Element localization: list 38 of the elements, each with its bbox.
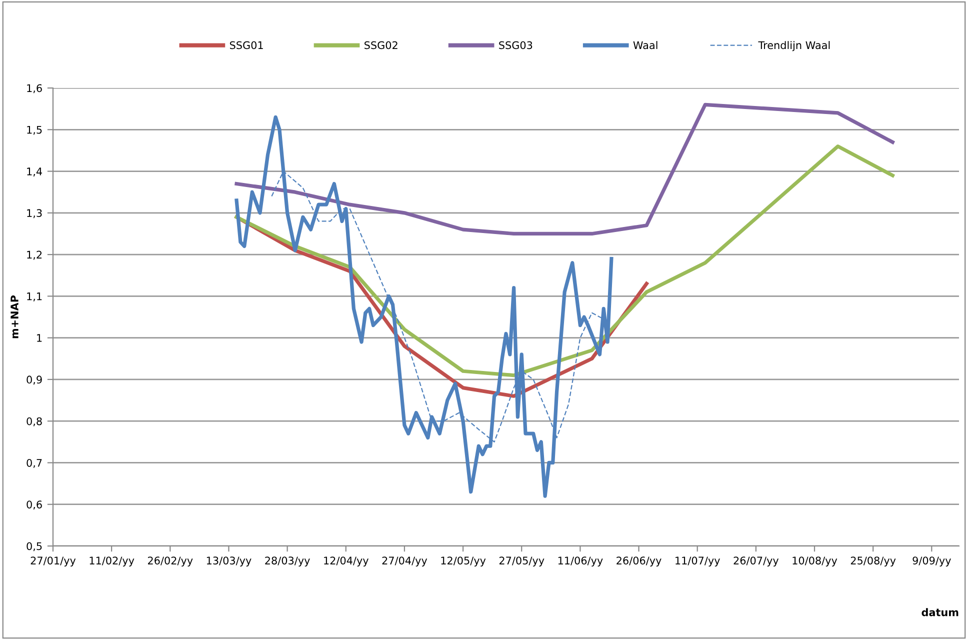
y-tick-label: 1,4 xyxy=(27,168,42,176)
x-tick-label: 28/03/yy xyxy=(265,556,310,566)
y-tick-label: 1 xyxy=(37,334,42,342)
y-tick-label: 1,6 xyxy=(27,84,42,94)
x-tick-label: 27/01/yy xyxy=(30,556,76,566)
y-tick-label: 0,8 xyxy=(26,417,42,426)
x-tick-label: 11/07/yy xyxy=(676,556,720,566)
x-tick-label: 26/06/yy xyxy=(616,556,662,566)
y-tick-label: 1,1 xyxy=(27,292,42,302)
x-tick-label: 11/06/yy xyxy=(558,556,603,566)
x-tick-label: 26/07/yy xyxy=(734,556,779,566)
y-tick-label: 0,6 xyxy=(26,500,42,510)
x-tick-label: 11/02/yy xyxy=(90,556,134,566)
x-tick-label: 10/08/yy xyxy=(792,556,838,566)
y-axis-title: m+NAP xyxy=(10,295,18,338)
x-tick-label: 27/04/yy xyxy=(382,556,428,566)
x-tick-label: 12/04/yy xyxy=(324,556,369,566)
line-series xyxy=(234,102,894,236)
x-axis-title: datum xyxy=(922,608,958,616)
x-tick-label: 13/03/yy xyxy=(206,556,252,566)
x-tick-label: 9/09/yy xyxy=(912,556,951,566)
legend-label: SSG02 xyxy=(364,41,398,50)
legend-label: Trendlijn Waal xyxy=(758,41,830,52)
x-tick-label: 12/05/yy xyxy=(441,556,486,566)
legend-label: SSG01 xyxy=(230,41,263,50)
legend-label: Waal xyxy=(633,41,658,50)
y-tick-label: 0,5 xyxy=(26,542,42,552)
y-tick-label: 0,7 xyxy=(26,458,42,468)
y-tick-label: 1,2 xyxy=(27,250,42,260)
x-tick-label: 26/02/yy xyxy=(148,556,193,566)
y-tick-label: 0,9 xyxy=(26,376,42,385)
line-series xyxy=(234,144,894,378)
y-tick-label: 1,3 xyxy=(27,209,42,218)
y-tick-label: 1,5 xyxy=(27,126,42,135)
x-tick-label: 25/08/yy xyxy=(850,556,896,566)
x-tick-label: 27/05/yy xyxy=(499,556,544,566)
legend-label: SSG03 xyxy=(499,41,532,50)
line-series xyxy=(234,115,614,498)
